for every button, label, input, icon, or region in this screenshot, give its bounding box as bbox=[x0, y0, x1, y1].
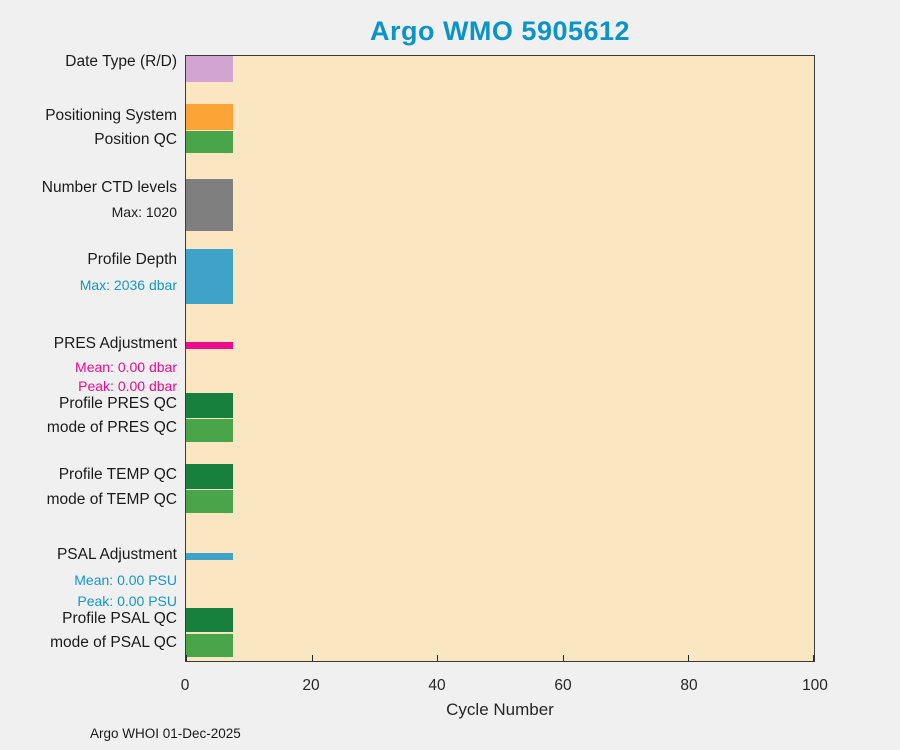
row-label-psal-adjustment: PSAL Adjustment bbox=[56, 546, 177, 563]
bar-date-type bbox=[186, 56, 234, 82]
row-sublabel-number-ctd-levels-0: Max: 1020 bbox=[111, 204, 177, 220]
row-label-profile-depth: Profile Depth bbox=[87, 251, 177, 268]
row-label-profile-pres-qc: Profile PRES QC bbox=[58, 395, 177, 412]
row-label-pres-adjustment: PRES Adjustment bbox=[53, 335, 177, 352]
row-label-mode-of-psal-qc: mode of PSAL QC bbox=[50, 634, 177, 651]
x-tick-label-20: 20 bbox=[302, 677, 320, 694]
row-sublabel-psal-adjustment-1: Peak: 0.00 PSU bbox=[77, 593, 177, 609]
bar-mode-of-pres-qc bbox=[186, 419, 234, 442]
bar-profile-psal-qc bbox=[186, 608, 234, 632]
x-tick-label-0: 0 bbox=[180, 677, 190, 694]
x-tick-label-60: 60 bbox=[554, 677, 572, 694]
row-sublabel-psal-adjustment-0: Mean: 0.00 PSU bbox=[74, 572, 177, 588]
row-sublabel-profile-depth-0: Max: 2036 dbar bbox=[79, 277, 177, 293]
x-tick-labels: 0 20 40 60 80 100 bbox=[181, 677, 828, 697]
row-sublabel-pres-adjustment-0: Mean: 0.00 dbar bbox=[75, 359, 177, 375]
row-label-position-qc: Position QC bbox=[94, 131, 177, 148]
bar-positioning-system bbox=[186, 104, 234, 130]
row-label-date-type: Date Type (R/D) bbox=[65, 53, 177, 70]
x-tick-label-80: 80 bbox=[680, 677, 698, 694]
bar-profile-pres-qc bbox=[186, 393, 234, 418]
x-axis-label: Cycle Number bbox=[446, 700, 554, 719]
x-tick-mark-0 bbox=[186, 655, 187, 661]
row-label-profile-psal-qc: Profile PSAL QC bbox=[62, 610, 177, 627]
row-sublabel-pres-adjustment-1: Peak: 0.00 dbar bbox=[78, 378, 177, 394]
credit-text: Argo WHOI 01-Dec-2025 bbox=[90, 726, 241, 741]
plot-area bbox=[185, 55, 815, 662]
chart-title: Argo WMO 5905612 bbox=[369, 16, 631, 46]
row-label-mode-of-pres-qc: mode of PRES QC bbox=[46, 419, 177, 436]
x-tick-mark-60 bbox=[562, 655, 564, 661]
row-labels: Date Type (R/D) Positioning System Positio… bbox=[0, 0, 182, 750]
bar-mode-of-temp-qc bbox=[186, 490, 234, 513]
row-label-number-ctd-levels: Number CTD levels bbox=[41, 179, 177, 196]
x-tick-mark-80 bbox=[688, 655, 690, 661]
x-tick-label-40: 40 bbox=[428, 677, 446, 694]
x-tick-mark-40 bbox=[437, 655, 439, 661]
bar-psal-adjustment bbox=[186, 553, 234, 560]
x-tick-label-100: 100 bbox=[802, 677, 828, 694]
bar-mode-of-psal-qc bbox=[186, 634, 234, 657]
x-tick-mark-20 bbox=[311, 655, 313, 661]
bar-number-ctd-levels bbox=[186, 179, 234, 231]
bar-position-qc bbox=[186, 131, 234, 153]
row-label-profile-temp-qc: Profile TEMP QC bbox=[58, 466, 177, 483]
bar-profile-depth bbox=[186, 249, 234, 304]
bar-profile-temp-qc bbox=[186, 464, 234, 489]
row-label-positioning-system: Positioning System bbox=[45, 107, 177, 124]
x-tick-mark-100 bbox=[813, 655, 814, 661]
row-label-mode-of-temp-qc: mode of TEMP QC bbox=[46, 491, 177, 508]
bar-pres-adjustment bbox=[186, 342, 234, 349]
